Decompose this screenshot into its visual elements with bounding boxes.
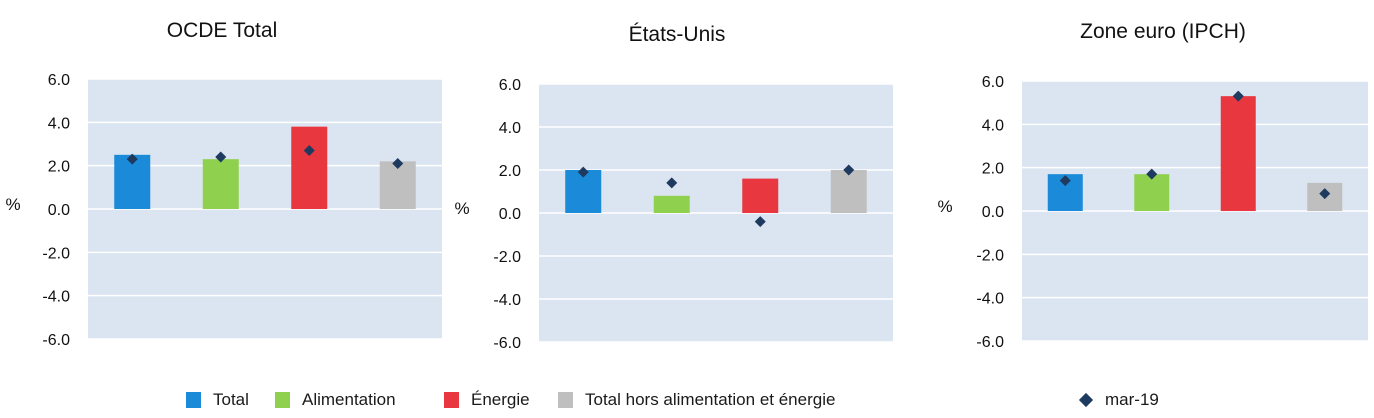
y-tick-label: 4.0 [48, 115, 70, 132]
y-axis-label: % [454, 199, 469, 218]
y-tick-label: 6.0 [499, 77, 521, 94]
marker-core [843, 164, 855, 176]
y-tick-label: 2.0 [48, 159, 70, 176]
marker-total [126, 153, 138, 165]
y-tick-label: -2.0 [493, 249, 521, 266]
y-axis-label: % [5, 195, 20, 214]
bar-energie [1220, 96, 1256, 211]
y-tick-label: -6.0 [42, 332, 70, 349]
marker-alimentation [666, 177, 678, 189]
bar-energie [742, 178, 779, 213]
chart-2: 6.0 4.0 2.0 0.0 -2.0 -4.0 -6.0 États-Unis% [454, 23, 893, 352]
legend-item-core: Total hors alimentation et énergie [558, 390, 835, 410]
chart-title: OCDE Total [167, 19, 278, 42]
y-tick-label: -4.0 [42, 289, 70, 306]
y-tick-label: -2.0 [976, 247, 1004, 264]
y-axis-label: % [937, 197, 952, 216]
legend-marker-diamond [1078, 392, 1094, 408]
marker-core [392, 158, 404, 169]
charts-area: 6.0 4.0 2.0 0.0 -2.0 -4.0 -6.0 OCDE Total% 6.0 4.… [5, 19, 1368, 352]
legend-label-marker: mar-19 [1105, 390, 1159, 409]
marker-total [1059, 175, 1071, 187]
marker-total [577, 166, 589, 178]
y-tick-label: 0.0 [499, 206, 521, 223]
y-tick-label: -4.0 [976, 291, 1004, 308]
legend-label-core: Total hors alimentation et énergie [585, 390, 836, 409]
legend-swatch-core [558, 392, 573, 408]
y-tick-label: -2.0 [42, 245, 70, 262]
legend: Total Alimentation Énergie Total hors al… [0, 386, 1374, 416]
y-tick-label: 6.0 [982, 74, 1004, 91]
y-tick-label: 2.0 [499, 163, 521, 180]
marker-alimentation [215, 151, 227, 163]
chart-1: 6.0 4.0 2.0 0.0 -2.0 -4.0 -6.0 OCDE Total% [5, 19, 442, 349]
bar-alimentation [202, 159, 239, 209]
legend-label-alimentation: Alimentation [302, 390, 396, 409]
legend-swatch-energie [444, 392, 459, 408]
y-tick-label: 2.0 [982, 161, 1004, 178]
bar-alimentation [653, 195, 690, 213]
y-tick-label: 0.0 [982, 204, 1004, 221]
bar-core [830, 170, 867, 213]
bar-alimentation [1134, 174, 1170, 211]
chart-title: États-Unis [629, 23, 726, 46]
marker-core [1319, 188, 1331, 200]
marker-energie [1232, 90, 1244, 102]
legend-label-energie: Énergie [471, 390, 530, 409]
marker-energie [754, 216, 766, 228]
legend-item-total: Total [186, 390, 249, 410]
y-tick-label: 6.0 [48, 72, 70, 89]
chart-3: 6.0 4.0 2.0 0.0 -2.0 -4.0 -6.0 Zone euro (IPCH)… [937, 20, 1368, 351]
legend-swatch-total [186, 392, 201, 408]
legend-item-energie: Énergie [444, 390, 530, 410]
legend-item-marker: mar-19 [1078, 390, 1159, 410]
legend-label-total: Total [213, 390, 249, 409]
legend-swatch-alimentation [275, 392, 290, 408]
legend-item-alimentation: Alimentation [275, 390, 396, 410]
chart-title: Zone euro (IPCH) [1080, 20, 1246, 43]
y-tick-label: -6.0 [493, 335, 521, 352]
marker-alimentation [1146, 168, 1158, 180]
marker-energie [303, 145, 315, 156]
y-tick-label: 0.0 [48, 202, 70, 219]
y-tick-label: -6.0 [976, 334, 1004, 351]
y-tick-label: 4.0 [499, 120, 521, 137]
bar-core [379, 161, 416, 209]
y-tick-label: -4.0 [493, 292, 521, 309]
y-tick-label: 4.0 [982, 117, 1004, 134]
bar-energie [291, 126, 328, 209]
